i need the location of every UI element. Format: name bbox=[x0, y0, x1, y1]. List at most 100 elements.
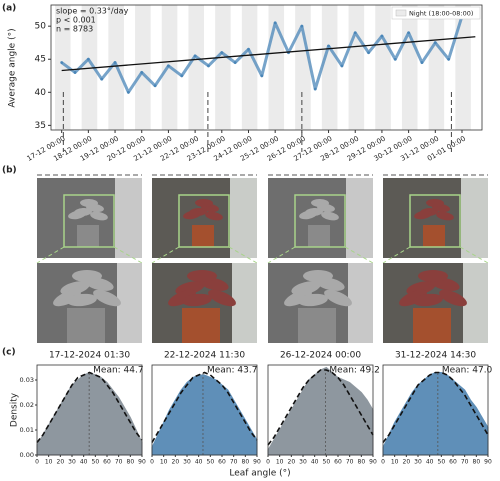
zoom-link bbox=[228, 246, 258, 264]
photo-pot bbox=[423, 225, 445, 247]
night-band bbox=[241, 5, 258, 130]
angle-point bbox=[100, 77, 104, 81]
x-tick-label: 30 bbox=[414, 459, 422, 466]
y-tick-label: 0.03 bbox=[20, 376, 34, 384]
x-tick-label: 90 bbox=[484, 459, 492, 466]
y-tick-label: 0.02 bbox=[20, 401, 34, 409]
x-tick-label: 20 bbox=[172, 459, 180, 466]
panel-label: (a) bbox=[2, 4, 16, 14]
angle-point bbox=[420, 61, 424, 64]
panel-title: 22-12-2024 11:30 bbox=[164, 351, 245, 361]
photo-leaf bbox=[426, 198, 444, 208]
angle-point bbox=[273, 21, 277, 25]
photo-leaf bbox=[93, 289, 121, 307]
density-area bbox=[267, 366, 374, 456]
annotation: slope = 0.33°/day bbox=[56, 7, 129, 16]
angle-point bbox=[433, 41, 437, 45]
angle-point bbox=[207, 64, 210, 68]
zoom-link bbox=[113, 246, 143, 264]
photo-window bbox=[230, 178, 257, 258]
plot-frame bbox=[36, 364, 143, 456]
y-axis-label: Average angle (°) bbox=[8, 28, 18, 107]
photo-leaf bbox=[303, 270, 333, 282]
photo-pot bbox=[182, 308, 220, 343]
photo-window bbox=[348, 263, 373, 343]
x-tick-label: 10 bbox=[45, 459, 53, 466]
photo-leaf bbox=[90, 211, 108, 221]
legend-swatch bbox=[395, 9, 407, 17]
x-tick-label: 0 bbox=[35, 459, 39, 466]
x-tick-label: 10 bbox=[160, 459, 168, 466]
y-axis-label: Density bbox=[10, 392, 20, 427]
photo-leaf bbox=[182, 293, 212, 307]
angle-point bbox=[393, 57, 397, 61]
photo-window bbox=[346, 178, 373, 258]
angle-point bbox=[367, 51, 370, 55]
night-band bbox=[55, 5, 71, 130]
photo-pot bbox=[192, 225, 214, 247]
night-band bbox=[135, 5, 151, 130]
angle-point bbox=[407, 31, 411, 35]
x-tick-label: 80 bbox=[473, 459, 481, 466]
x-tick-label: 70 bbox=[461, 459, 469, 466]
x-tick-label: 50 bbox=[207, 459, 215, 466]
x-tick-label: 30 bbox=[68, 459, 76, 466]
x-tick-label: 50 bbox=[438, 459, 446, 466]
zoom-link bbox=[267, 246, 296, 264]
angle-point bbox=[113, 61, 117, 64]
plot-frame bbox=[151, 364, 258, 456]
x-tick-label: 0 bbox=[381, 459, 385, 466]
x-tick-label: 20 bbox=[57, 459, 65, 466]
y-tick-label: 40 bbox=[35, 88, 47, 98]
x-tick-label: 10 bbox=[391, 459, 399, 466]
x-tick-label: 40 bbox=[80, 459, 88, 466]
angle-point bbox=[126, 90, 130, 94]
panel-title: 26-12-2024 00:00 bbox=[280, 351, 361, 361]
photo-leaf bbox=[321, 211, 339, 221]
night-band bbox=[321, 5, 338, 130]
photo-leaf bbox=[68, 210, 86, 220]
photo-leaf bbox=[195, 198, 213, 208]
photo-pot bbox=[77, 225, 99, 247]
mean-label: Mean: 44.7 bbox=[93, 366, 143, 376]
photo-leaf bbox=[439, 289, 467, 307]
x-tick-label: 20 bbox=[288, 459, 296, 466]
angle-point bbox=[220, 51, 224, 55]
angle-point bbox=[300, 24, 304, 28]
x-tick-label: 40 bbox=[426, 459, 434, 466]
x-tick-label: 80 bbox=[358, 459, 366, 466]
photo-leaf bbox=[53, 289, 81, 307]
angle-point bbox=[140, 71, 144, 74]
angle-point bbox=[327, 44, 330, 48]
photo-pot bbox=[308, 225, 330, 247]
panel-title: 17-12-2024 01:30 bbox=[49, 351, 130, 361]
photo-leaf bbox=[187, 270, 217, 282]
zoom-box bbox=[178, 194, 230, 248]
angle-point bbox=[193, 54, 197, 58]
photo-leaf bbox=[67, 293, 97, 307]
photo-leaf bbox=[298, 293, 328, 307]
mean-label: Mean: 43.7 bbox=[207, 366, 257, 376]
photo-leaf bbox=[413, 293, 443, 307]
mean-label: Mean: 49.2 bbox=[329, 366, 379, 376]
photo-leaf bbox=[205, 211, 223, 221]
zoom-link bbox=[36, 246, 65, 264]
night-band bbox=[428, 5, 445, 130]
night-band bbox=[455, 5, 471, 130]
fit-curve bbox=[151, 371, 258, 443]
angle-point bbox=[313, 87, 317, 91]
panel-label: (b) bbox=[2, 166, 17, 176]
angle-point bbox=[247, 47, 250, 51]
angle-point bbox=[167, 64, 170, 68]
x-tick-label: 20 bbox=[403, 459, 411, 466]
fit-curve bbox=[382, 371, 489, 443]
x-tick-label: 30 bbox=[299, 459, 307, 466]
photo-window bbox=[117, 263, 142, 343]
zoom-link bbox=[151, 246, 180, 264]
x-tick-label: 40 bbox=[195, 459, 203, 466]
fit-curve bbox=[267, 369, 374, 446]
x-tick-label: 60 bbox=[218, 459, 226, 466]
fit-curve bbox=[36, 371, 143, 443]
angle-point bbox=[153, 84, 157, 88]
x-tick-label: 90 bbox=[369, 459, 377, 466]
